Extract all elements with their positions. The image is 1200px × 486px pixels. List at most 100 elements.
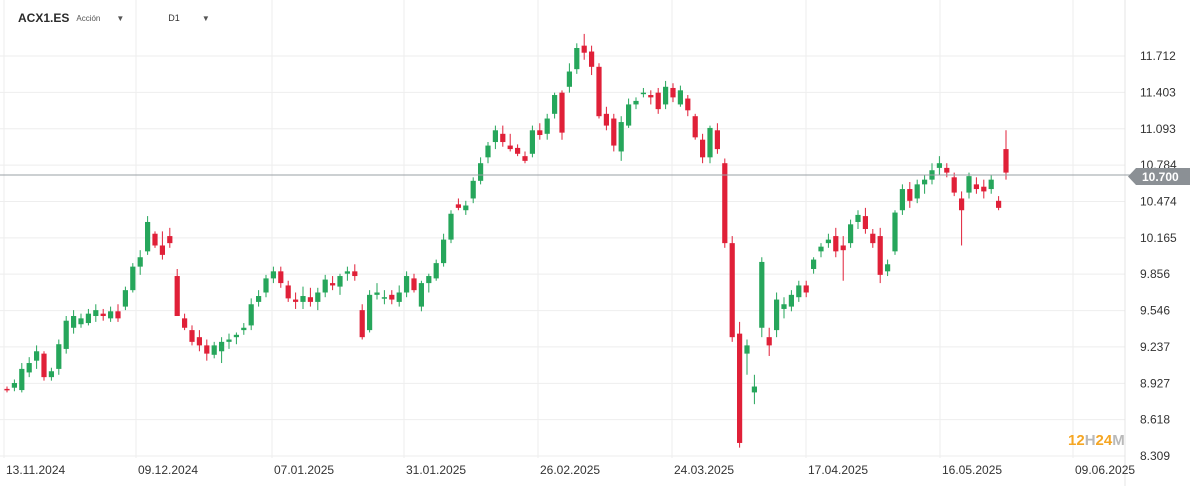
candle-body xyxy=(211,345,217,355)
candle-up xyxy=(463,200,469,215)
candle-body xyxy=(936,163,942,168)
candle-body xyxy=(640,92,646,95)
candle-body xyxy=(899,189,905,211)
candle-down xyxy=(803,280,809,298)
candle-body xyxy=(256,296,262,302)
candle-down xyxy=(189,325,195,346)
candle-body xyxy=(404,276,410,293)
candle-up xyxy=(63,316,69,354)
candle-up xyxy=(322,274,328,298)
candle-body xyxy=(589,51,595,67)
candle-up xyxy=(34,345,40,369)
candle-body xyxy=(34,351,40,361)
candle-body xyxy=(870,233,876,244)
candle-body xyxy=(426,276,432,284)
candle-up xyxy=(344,266,350,281)
candle-body xyxy=(233,334,239,338)
candle-body xyxy=(759,261,765,328)
y-tick-label: 11.712 xyxy=(1140,49,1176,63)
candle-body xyxy=(774,299,780,331)
x-tick-label: 24.03.2025 xyxy=(674,463,734,477)
candle-body xyxy=(692,116,698,138)
candle-up xyxy=(929,163,935,185)
candle-down xyxy=(692,113,698,140)
candle-down xyxy=(167,227,173,248)
candle-up xyxy=(404,271,410,298)
candle-down xyxy=(877,227,883,284)
chart-toolbar: ACX1.ES Acción ▼ D1 ▼ xyxy=(18,9,210,27)
candle-body xyxy=(389,294,395,300)
candle-down xyxy=(507,133,513,152)
candle-down xyxy=(330,276,336,291)
x-tick-label: 31.01.2025 xyxy=(406,463,466,477)
candle-up xyxy=(885,259,891,277)
candle-up xyxy=(374,283,380,300)
candle-down xyxy=(603,106,609,131)
candles xyxy=(4,33,1009,448)
candle-down xyxy=(159,231,165,260)
candle-up xyxy=(922,174,928,194)
y-tick-label: 11.093 xyxy=(1140,122,1176,136)
candle-body xyxy=(63,320,69,349)
candle-body xyxy=(633,100,639,105)
candle-up xyxy=(270,266,276,284)
interval-dropdown-icon[interactable]: ▼ xyxy=(201,13,210,23)
candle-down xyxy=(352,264,358,281)
candle-body xyxy=(85,313,91,324)
interval-selector[interactable]: D1 xyxy=(168,13,180,23)
candle-body xyxy=(330,283,336,286)
candle-down xyxy=(293,292,299,309)
watermark-part: H xyxy=(1084,432,1096,449)
candle-body xyxy=(455,204,461,208)
candle-body xyxy=(951,177,957,193)
candle-body xyxy=(981,186,987,192)
candle-up xyxy=(811,257,817,274)
grid xyxy=(0,0,1126,486)
candle-body xyxy=(670,87,676,98)
y-tick-label: 10.165 xyxy=(1140,231,1177,245)
candle-up xyxy=(485,142,491,164)
candle-down xyxy=(700,133,706,164)
x-tick-label: 17.04.2025 xyxy=(808,463,868,477)
symbol-dropdown-icon[interactable]: ▼ xyxy=(116,13,125,23)
candle-up xyxy=(892,210,898,255)
candle-body xyxy=(48,371,54,378)
candle-body xyxy=(544,118,550,134)
candle-down xyxy=(204,339,210,361)
candle-body xyxy=(189,330,195,342)
x-tick-label: 26.02.2025 xyxy=(540,463,600,477)
candle-up xyxy=(145,216,151,255)
candle-body xyxy=(248,304,254,326)
candle-up xyxy=(744,339,750,375)
y-tick-label: 9.856 xyxy=(1140,267,1170,281)
candle-body xyxy=(448,213,454,240)
candle-down xyxy=(522,151,528,164)
candle-body xyxy=(603,113,609,126)
candle-body xyxy=(463,205,469,211)
candle-down xyxy=(840,236,846,281)
candle-up xyxy=(796,280,802,302)
candle-down xyxy=(722,158,728,248)
candle-body xyxy=(574,48,580,70)
candle-body xyxy=(293,299,299,302)
candle-body xyxy=(714,130,720,150)
candle-up xyxy=(396,285,402,307)
candle-body xyxy=(300,296,306,302)
candle-body xyxy=(566,71,572,87)
y-tick-label: 9.546 xyxy=(1140,304,1170,318)
candle-body xyxy=(796,285,802,298)
candle-body xyxy=(241,327,247,331)
candle-down xyxy=(515,144,521,157)
candle-body xyxy=(825,239,831,244)
candle-body xyxy=(515,147,521,154)
candle-body xyxy=(729,243,735,338)
candle-body xyxy=(108,311,114,319)
candle-body xyxy=(485,145,491,158)
candle-up xyxy=(626,98,632,128)
candle-up xyxy=(248,298,254,331)
candle-body xyxy=(707,127,713,158)
candle-down xyxy=(655,87,661,114)
candle-down xyxy=(174,268,180,317)
symbol-label[interactable]: ACX1.ES xyxy=(18,11,70,25)
